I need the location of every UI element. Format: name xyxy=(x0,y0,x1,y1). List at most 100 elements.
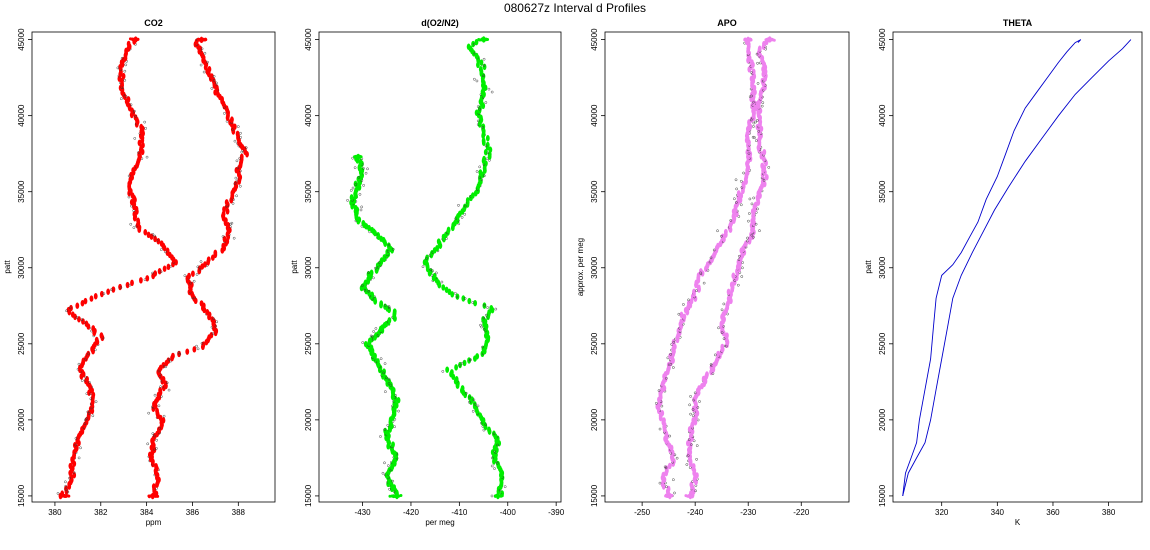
data-layer xyxy=(56,36,249,500)
x-tick-label: 386 xyxy=(186,508,200,517)
data-point-outline xyxy=(77,362,81,366)
data-point-outline xyxy=(696,406,700,409)
data-point xyxy=(234,167,239,174)
data-point xyxy=(185,348,190,355)
data-point-outline xyxy=(692,398,696,402)
data-point xyxy=(465,197,470,204)
data-point xyxy=(84,320,89,327)
data-point xyxy=(356,155,360,159)
data-point-outline xyxy=(236,125,240,128)
data-point xyxy=(491,430,496,437)
data-point xyxy=(165,247,170,254)
data-point-outline xyxy=(454,217,457,221)
data-point-outline xyxy=(177,351,181,354)
data-point-outline xyxy=(688,466,692,469)
data-point-outline xyxy=(481,345,484,349)
data-point-outline xyxy=(690,443,693,446)
data-point xyxy=(134,38,138,42)
data-point-outline xyxy=(86,410,90,414)
data-point xyxy=(764,38,768,42)
data-point xyxy=(478,66,483,73)
data-point xyxy=(487,151,492,158)
data-point-outline xyxy=(143,120,147,124)
data-point xyxy=(191,270,195,277)
data-point-outline xyxy=(91,414,95,418)
data-point xyxy=(153,235,158,243)
data-point-outline xyxy=(384,390,387,394)
data-point-outline xyxy=(203,51,207,55)
data-point-outline xyxy=(747,219,750,223)
panel-title: CO2 xyxy=(144,18,163,28)
data-point-outline xyxy=(720,234,723,238)
figure-title: 080627z Interval d Profiles xyxy=(504,1,646,15)
data-point-outline xyxy=(155,447,158,450)
data-point-outline xyxy=(386,250,390,253)
data-point-outline xyxy=(668,434,672,438)
data-point xyxy=(467,297,472,305)
data-point-outline xyxy=(238,157,241,160)
data-point-outline xyxy=(485,157,489,161)
data-point xyxy=(232,123,237,130)
data-point-outline xyxy=(123,69,127,73)
data-point-outline xyxy=(476,119,480,123)
data-point-outline xyxy=(468,400,471,404)
data-point-outline xyxy=(155,438,158,442)
data-point-outline xyxy=(346,199,349,202)
data-point-outline xyxy=(388,487,391,491)
data-point xyxy=(146,231,151,239)
y-tick-label: 40000 xyxy=(878,104,887,127)
x-tick-label: -390 xyxy=(548,508,565,517)
series-a xyxy=(346,153,403,500)
data-point-outline xyxy=(195,344,198,348)
plot-frame xyxy=(604,31,850,503)
data-point xyxy=(391,441,395,448)
data-point-outline xyxy=(74,437,78,440)
data-point xyxy=(668,353,673,360)
data-point-outline xyxy=(734,178,738,182)
data-point-outline xyxy=(391,479,395,483)
panel-title: THETA xyxy=(1003,18,1033,28)
data-point xyxy=(196,37,200,41)
data-point-outline xyxy=(673,491,676,495)
data-point xyxy=(159,240,164,247)
series-b xyxy=(684,36,776,500)
data-point-outline xyxy=(384,376,388,380)
data-point xyxy=(72,471,77,479)
data-point-outline xyxy=(735,187,738,191)
data-point-outline xyxy=(741,266,744,270)
data-point xyxy=(65,494,69,498)
data-point xyxy=(99,332,104,339)
data-point-outline xyxy=(657,389,661,392)
y-tick-label: 15000 xyxy=(17,484,26,507)
y-tick-label: 30000 xyxy=(590,256,599,279)
data-point-outline xyxy=(387,464,390,468)
data-point xyxy=(77,316,81,323)
data-point xyxy=(149,233,154,240)
x-tick-label: 384 xyxy=(140,508,154,517)
data-point-outline xyxy=(740,275,744,278)
data-point xyxy=(93,293,98,300)
data-point xyxy=(481,137,486,144)
data-point xyxy=(130,192,135,199)
panel-apo: APO -250 -240 -230 -220 15000 20000 25000 30000 3… xyxy=(576,18,850,517)
data-point xyxy=(467,394,472,401)
data-point-outline xyxy=(750,202,754,206)
data-point-outline xyxy=(487,87,491,91)
data-point-outline xyxy=(397,409,400,413)
y-tick-label: 20000 xyxy=(590,408,599,431)
data-point xyxy=(470,192,475,199)
data-point-outline xyxy=(468,395,472,399)
data-point xyxy=(166,357,171,364)
data-point-outline xyxy=(116,66,120,70)
data-point-outline xyxy=(469,358,472,361)
data-point xyxy=(369,269,374,276)
data-point xyxy=(494,451,498,459)
data-point-outline xyxy=(215,320,219,324)
data-point-outline xyxy=(68,306,72,310)
x-axis-label: K xyxy=(1015,518,1021,527)
data-point xyxy=(746,38,750,42)
data-layer xyxy=(654,36,776,500)
data-point-outline xyxy=(478,165,482,169)
data-point-outline xyxy=(119,97,123,101)
data-point xyxy=(392,308,397,315)
